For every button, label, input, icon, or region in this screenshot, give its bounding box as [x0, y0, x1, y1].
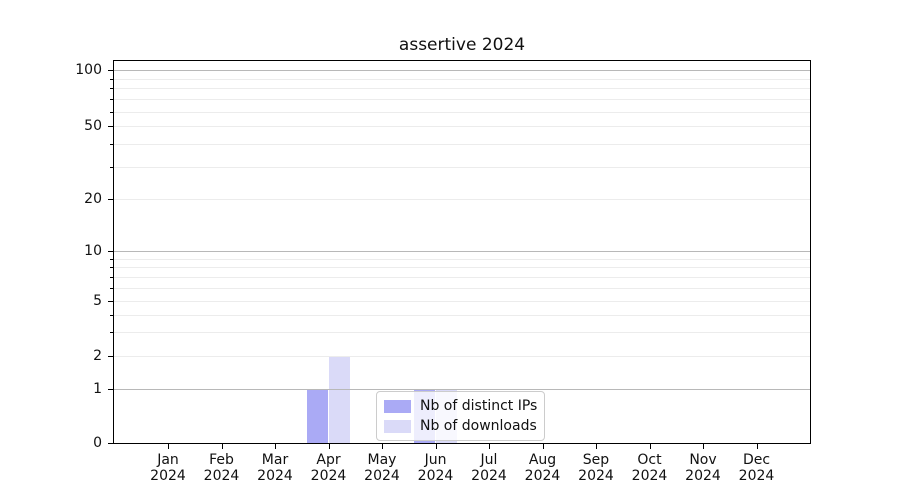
- legend-label-downloads: Nb of downloads: [420, 418, 537, 434]
- gridline-minor: [114, 277, 810, 278]
- y-tick-label: 2: [93, 348, 102, 364]
- gridline-minor: [114, 259, 810, 260]
- y-minor-tick-mark: [110, 88, 113, 89]
- y-tick-label: 50: [84, 118, 102, 134]
- gridline-minor: [114, 199, 810, 200]
- y-tick-label: 0: [93, 435, 102, 451]
- x-tick-mark: [435, 444, 437, 449]
- x-tick-label: Mar 2024: [257, 452, 293, 484]
- x-tick-label: Dec 2024: [738, 452, 775, 484]
- plot-area: Nb of distinct IPs Nb of downloads: [113, 60, 811, 444]
- y-minor-tick-mark: [110, 315, 113, 316]
- gridline-minor: [114, 126, 810, 127]
- x-tick-mark: [756, 444, 758, 449]
- gridline-minor: [114, 332, 810, 333]
- y-tick-mark: [108, 443, 113, 444]
- y-tick-label: 20: [84, 191, 102, 207]
- legend-entry-downloads: Nb of downloads: [384, 417, 537, 435]
- x-tick-mark: [703, 444, 704, 449]
- x-tick-mark: [542, 444, 544, 449]
- bar-downloads: [328, 356, 350, 443]
- x-tick-mark: [221, 444, 223, 449]
- y-minor-tick-mark: [110, 259, 113, 260]
- y-tick-mark: [108, 70, 113, 71]
- x-tick-label: Oct 2024: [631, 452, 668, 484]
- y-minor-tick-mark: [110, 144, 113, 145]
- gridline-minor: [114, 315, 810, 316]
- legend: Nb of distinct IPs Nb of downloads: [376, 391, 545, 441]
- x-tick-mark: [596, 444, 597, 449]
- bar-distinct-ips: [307, 389, 329, 443]
- chart-title: assertive 2024: [398, 35, 526, 55]
- gridline-minor: [114, 301, 810, 302]
- y-tick-mark: [108, 199, 113, 200]
- gridline-minor: [114, 288, 810, 289]
- gridline-minor: [114, 88, 810, 89]
- x-tick-label: May 2024: [364, 452, 400, 484]
- gridline-minor: [114, 99, 810, 100]
- y-tick-label: 10: [84, 243, 102, 259]
- y-minor-tick-mark: [110, 332, 113, 333]
- x-tick-label: Aug 2024: [524, 452, 561, 484]
- x-tick-mark: [168, 444, 169, 449]
- x-tick-mark: [328, 444, 330, 449]
- y-minor-tick-mark: [110, 167, 113, 168]
- gridline-major: [114, 251, 810, 252]
- x-tick-label: Jul 2024: [471, 452, 507, 484]
- x-tick-mark: [489, 444, 490, 449]
- y-tick-mark: [108, 301, 113, 302]
- x-tick-mark: [275, 444, 276, 449]
- x-tick-label: Sep 2024: [578, 452, 614, 484]
- gridline-major: [114, 70, 810, 71]
- y-tick-mark: [108, 389, 113, 390]
- x-tick-label: Jun 2024: [417, 452, 454, 484]
- x-tick-label: Feb 2024: [203, 452, 240, 484]
- y-tick-label: 5: [93, 293, 102, 309]
- gridline-minor: [114, 144, 810, 145]
- gridline-minor: [114, 167, 810, 168]
- legend-entry-distinct-ips: Nb of distinct IPs: [384, 397, 538, 415]
- y-minor-tick-mark: [110, 277, 113, 278]
- x-tick-mark: [382, 444, 383, 449]
- legend-label-distinct-ips: Nb of distinct IPs: [420, 398, 538, 414]
- legend-swatch-downloads-icon: [384, 419, 411, 433]
- y-tick-label: 100: [75, 62, 102, 78]
- gridline-minor: [114, 112, 810, 113]
- y-minor-tick-mark: [110, 267, 113, 268]
- y-tick-mark: [108, 126, 113, 127]
- y-tick-mark: [108, 251, 113, 252]
- gridline-minor: [114, 79, 810, 80]
- y-minor-tick-mark: [110, 288, 113, 289]
- y-minor-tick-mark: [110, 99, 113, 100]
- y-minor-tick-mark: [110, 79, 113, 80]
- y-tick-label: 1: [93, 381, 102, 397]
- x-tick-mark: [649, 444, 651, 449]
- x-tick-label: Apr 2024: [310, 452, 347, 484]
- legend-swatch-distinct-ips-icon: [384, 399, 411, 413]
- y-minor-tick-mark: [110, 112, 113, 113]
- x-tick-label: Jan 2024: [150, 452, 186, 484]
- y-tick-mark: [108, 356, 113, 357]
- x-tick-label: Nov 2024: [685, 452, 721, 484]
- gridline-minor: [114, 356, 810, 357]
- gridline-major: [114, 389, 810, 390]
- gridline-minor: [114, 267, 810, 268]
